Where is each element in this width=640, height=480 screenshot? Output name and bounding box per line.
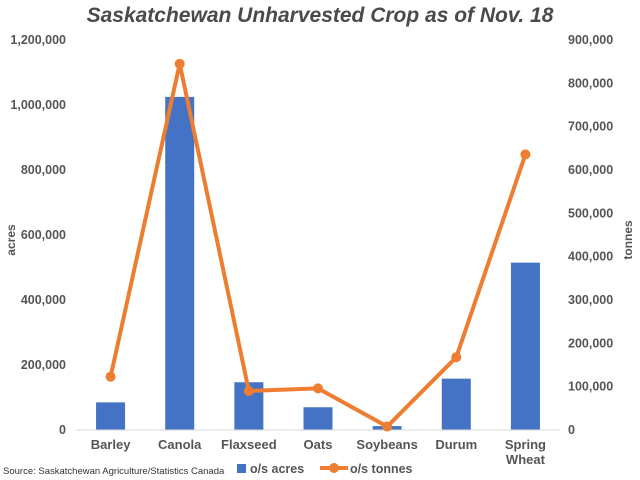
left-tick-label: 800,000 xyxy=(21,163,66,177)
line-series xyxy=(105,58,531,432)
right-tick-label: 700,000 xyxy=(568,120,613,134)
legend-bar-label: o/s acres xyxy=(250,462,304,476)
right-tick-label: 600,000 xyxy=(568,163,613,177)
right-tick-label: 400,000 xyxy=(568,250,613,264)
bar-1 xyxy=(165,96,195,430)
left-tick-label: 1,200,000 xyxy=(10,33,66,47)
category-label-1: Canola xyxy=(158,437,202,452)
category-label-6: Spring Wheat xyxy=(505,437,546,467)
right-tick-label: 800,000 xyxy=(568,76,613,90)
right-axis-ticks: 0 100,000 200,000 300,000 400,000 500,000 600,… xyxy=(568,33,613,437)
tonnes-point-5 xyxy=(451,352,462,363)
right-tick-label: 0 xyxy=(568,423,575,437)
legend-bar-swatch xyxy=(237,464,246,473)
legend-line-label: o/s tonnes xyxy=(350,462,413,476)
tonnes-point-2 xyxy=(243,386,254,396)
right-axis-title: tonnes xyxy=(621,220,635,260)
right-tick-label: 300,000 xyxy=(568,293,613,307)
bar-6 xyxy=(510,262,540,430)
left-tick-label: 200,000 xyxy=(21,358,66,372)
left-tick-label: 400,000 xyxy=(21,293,66,307)
left-tick-label: 1,000,000 xyxy=(10,98,66,112)
right-tick-label: 200,000 xyxy=(568,336,613,350)
right-tick-label: 100,000 xyxy=(568,380,613,394)
legend-line-marker xyxy=(329,463,339,473)
tonnes-point-0 xyxy=(105,371,116,382)
left-tick-label: 0 xyxy=(59,423,66,437)
right-tick-label: 900,000 xyxy=(568,33,613,47)
category-label-3: Oats xyxy=(304,437,333,452)
source-note: Source: Saskatchewan Agriculture/Statist… xyxy=(3,466,225,477)
category-label-5: Durum xyxy=(435,437,477,452)
right-tick-label: 500,000 xyxy=(568,206,613,220)
tonnes-point-3 xyxy=(313,383,323,394)
chart-title: Saskatchewan Unharvested Crop as of Nov.… xyxy=(86,4,554,27)
tonnes-point-1 xyxy=(174,58,185,69)
bar-3 xyxy=(303,407,333,430)
tonnes-point-4 xyxy=(382,421,393,432)
category-label-4: Soybeans xyxy=(356,437,417,452)
left-axis-ticks: 0 200,000 400,000 600,000 800,000 1,000,000 1,… xyxy=(10,33,66,437)
bar-0 xyxy=(96,402,126,430)
legend: o/s acres o/s tonnes xyxy=(237,462,413,476)
category-labels: Barley Canola Flaxseed Oats Soybeans Durum Spr… xyxy=(91,437,546,467)
category-label-2: Flaxseed xyxy=(221,437,277,452)
left-axis-title: acres xyxy=(4,224,18,256)
left-tick-label: 600,000 xyxy=(21,228,66,242)
tonnes-point-6 xyxy=(520,149,531,160)
bar-5 xyxy=(441,378,471,430)
category-label-0: Barley xyxy=(91,437,132,452)
